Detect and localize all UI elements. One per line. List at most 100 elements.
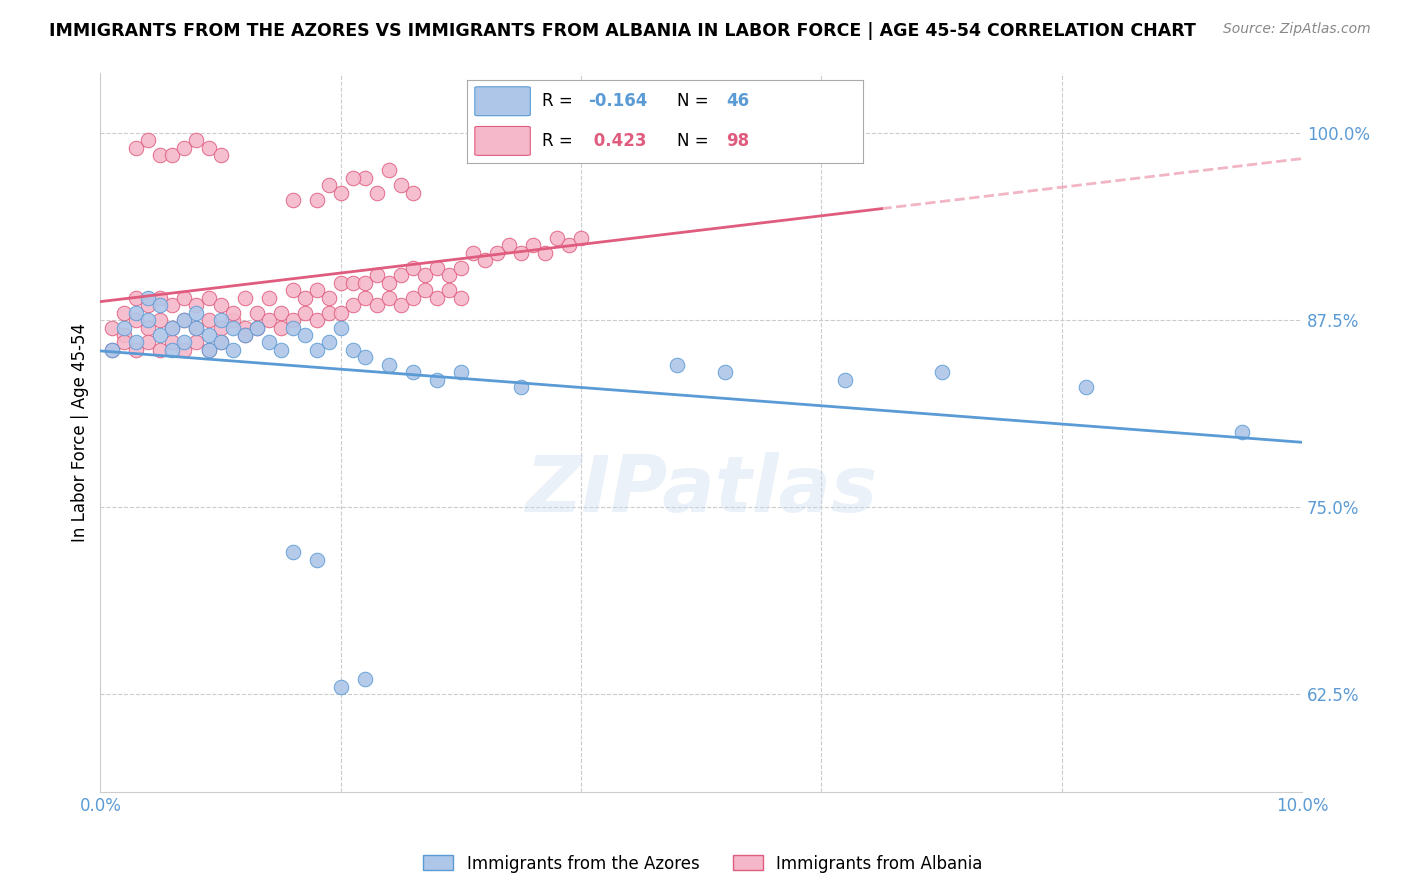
Point bbox=[318, 305, 340, 319]
Point bbox=[197, 291, 219, 305]
Point bbox=[245, 320, 267, 334]
Point bbox=[834, 373, 856, 387]
Point bbox=[485, 245, 508, 260]
Point bbox=[377, 291, 399, 305]
Point bbox=[437, 283, 460, 297]
Point bbox=[1074, 380, 1097, 394]
Point bbox=[402, 291, 425, 305]
Point bbox=[112, 328, 135, 343]
Point bbox=[101, 343, 124, 357]
Point bbox=[329, 680, 352, 694]
Point bbox=[138, 133, 160, 147]
Point bbox=[714, 366, 737, 380]
Point bbox=[125, 343, 148, 357]
Point bbox=[173, 141, 195, 155]
Point bbox=[510, 380, 533, 394]
Point bbox=[125, 335, 148, 350]
Point bbox=[221, 305, 243, 319]
Point bbox=[173, 313, 195, 327]
Point bbox=[389, 268, 412, 282]
Point bbox=[162, 320, 184, 334]
Point bbox=[281, 545, 304, 559]
Point bbox=[209, 298, 232, 312]
Point bbox=[125, 313, 148, 327]
Point bbox=[270, 305, 292, 319]
Point bbox=[270, 343, 292, 357]
Point bbox=[209, 335, 232, 350]
Point bbox=[353, 170, 375, 185]
Point bbox=[413, 268, 436, 282]
Point bbox=[149, 313, 172, 327]
Point bbox=[569, 230, 592, 244]
Point bbox=[450, 366, 472, 380]
Point bbox=[197, 343, 219, 357]
Point bbox=[546, 230, 568, 244]
Point bbox=[197, 313, 219, 327]
Point bbox=[257, 313, 280, 327]
Point bbox=[162, 148, 184, 162]
Point bbox=[138, 298, 160, 312]
Point bbox=[522, 238, 544, 252]
Point bbox=[474, 253, 496, 268]
Point bbox=[101, 320, 124, 334]
Point bbox=[197, 343, 219, 357]
Point bbox=[366, 186, 388, 200]
Point bbox=[305, 313, 328, 327]
Legend: Immigrants from the Azores, Immigrants from Albania: Immigrants from the Azores, Immigrants f… bbox=[416, 848, 990, 880]
Point bbox=[366, 298, 388, 312]
Point bbox=[329, 186, 352, 200]
Point bbox=[1230, 425, 1253, 440]
Y-axis label: In Labor Force | Age 45-54: In Labor Force | Age 45-54 bbox=[72, 323, 89, 541]
Point bbox=[461, 245, 484, 260]
Point bbox=[173, 343, 195, 357]
Point bbox=[197, 141, 219, 155]
Point bbox=[125, 305, 148, 319]
Point bbox=[162, 335, 184, 350]
Point bbox=[294, 305, 316, 319]
Point bbox=[186, 320, 208, 334]
Point bbox=[173, 313, 195, 327]
Point bbox=[426, 291, 449, 305]
Point bbox=[162, 343, 184, 357]
Point bbox=[257, 291, 280, 305]
Point bbox=[329, 320, 352, 334]
Point bbox=[101, 343, 124, 357]
Point bbox=[558, 238, 581, 252]
Point bbox=[294, 328, 316, 343]
Point bbox=[149, 148, 172, 162]
Point bbox=[413, 283, 436, 297]
Point bbox=[510, 245, 533, 260]
Point bbox=[389, 178, 412, 193]
Point bbox=[138, 320, 160, 334]
Point bbox=[426, 260, 449, 275]
Point bbox=[186, 298, 208, 312]
Point bbox=[209, 335, 232, 350]
Point bbox=[318, 291, 340, 305]
Point bbox=[162, 320, 184, 334]
Point bbox=[281, 320, 304, 334]
Point bbox=[281, 283, 304, 297]
Point bbox=[125, 291, 148, 305]
Point bbox=[281, 313, 304, 327]
Point bbox=[186, 305, 208, 319]
Point bbox=[450, 260, 472, 275]
Point bbox=[209, 313, 232, 327]
Point bbox=[389, 298, 412, 312]
Point bbox=[173, 335, 195, 350]
Point bbox=[931, 366, 953, 380]
Point bbox=[437, 268, 460, 282]
Point bbox=[186, 133, 208, 147]
Point bbox=[329, 276, 352, 290]
Point bbox=[233, 320, 256, 334]
Point bbox=[305, 193, 328, 207]
Text: ZIPatlas: ZIPatlas bbox=[524, 452, 877, 528]
Point bbox=[329, 305, 352, 319]
Point bbox=[245, 305, 267, 319]
Point bbox=[426, 373, 449, 387]
Point bbox=[353, 351, 375, 365]
Point bbox=[112, 335, 135, 350]
Point bbox=[402, 366, 425, 380]
Point bbox=[233, 328, 256, 343]
Point bbox=[402, 186, 425, 200]
Point bbox=[377, 276, 399, 290]
